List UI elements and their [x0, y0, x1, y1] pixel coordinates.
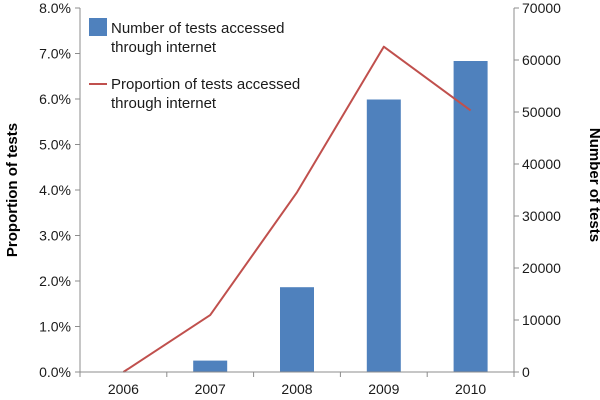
legend-label-line: through internet	[111, 95, 217, 112]
axes	[75, 7, 519, 377]
y-left-tick-label: 1.0%	[39, 319, 71, 335]
y-left-tick-label: 4.0%	[39, 182, 71, 198]
y-left-tick-label: 0.0%	[39, 364, 71, 380]
y-right-tick-label: 10000	[522, 312, 561, 328]
x-tick-label-2009: 2009	[368, 381, 399, 397]
y-right-tick-label: 40000	[522, 156, 561, 172]
legend-label-bar: Number of tests accessed	[111, 20, 284, 37]
bar-2007	[193, 360, 228, 372]
y-right-tick-label: 0	[522, 364, 530, 380]
bar-2009	[366, 99, 401, 372]
legend-swatch-bar	[89, 18, 107, 36]
bar-series	[193, 61, 488, 372]
legend-label-bar: through internet	[111, 39, 217, 56]
y-right-tick-label: 20000	[522, 260, 561, 276]
y-left-tick-label: 5.0%	[39, 137, 71, 153]
y-left-tick-label: 7.0%	[39, 46, 71, 62]
x-tick-label-2008: 2008	[281, 381, 312, 397]
y-axis-left-title: Proportion of tests	[4, 123, 21, 257]
legend: Number of tests accessed through internet…	[89, 18, 300, 112]
tick-labels: 0.0% 1.0% 2.0% 3.0% 4.0% 5.0% 6.0% 7.0% 8.0% 0 100…	[39, 0, 561, 397]
bar-2008	[280, 287, 314, 372]
x-tick-label-2010: 2010	[455, 381, 486, 397]
y-right-tick-label: 60000	[522, 52, 561, 68]
y-axis-right-title: Number of tests	[586, 128, 600, 242]
y-left-tick-label: 8.0%	[39, 0, 71, 16]
bar-2010	[453, 61, 488, 372]
x-tick-label-2006: 2006	[108, 381, 139, 397]
y-right-tick-label: 50000	[522, 104, 561, 120]
y-left-tick-label: 6.0%	[39, 91, 71, 107]
y-left-tick-label: 3.0%	[39, 228, 71, 244]
y-left-tick-label: 2.0%	[39, 273, 71, 289]
y-right-tick-label: 30000	[522, 208, 561, 224]
y-right-tick-label: 70000	[522, 0, 561, 16]
x-tick-label-2007: 2007	[195, 381, 226, 397]
legend-label-line: Proportion of tests accessed	[111, 76, 300, 93]
